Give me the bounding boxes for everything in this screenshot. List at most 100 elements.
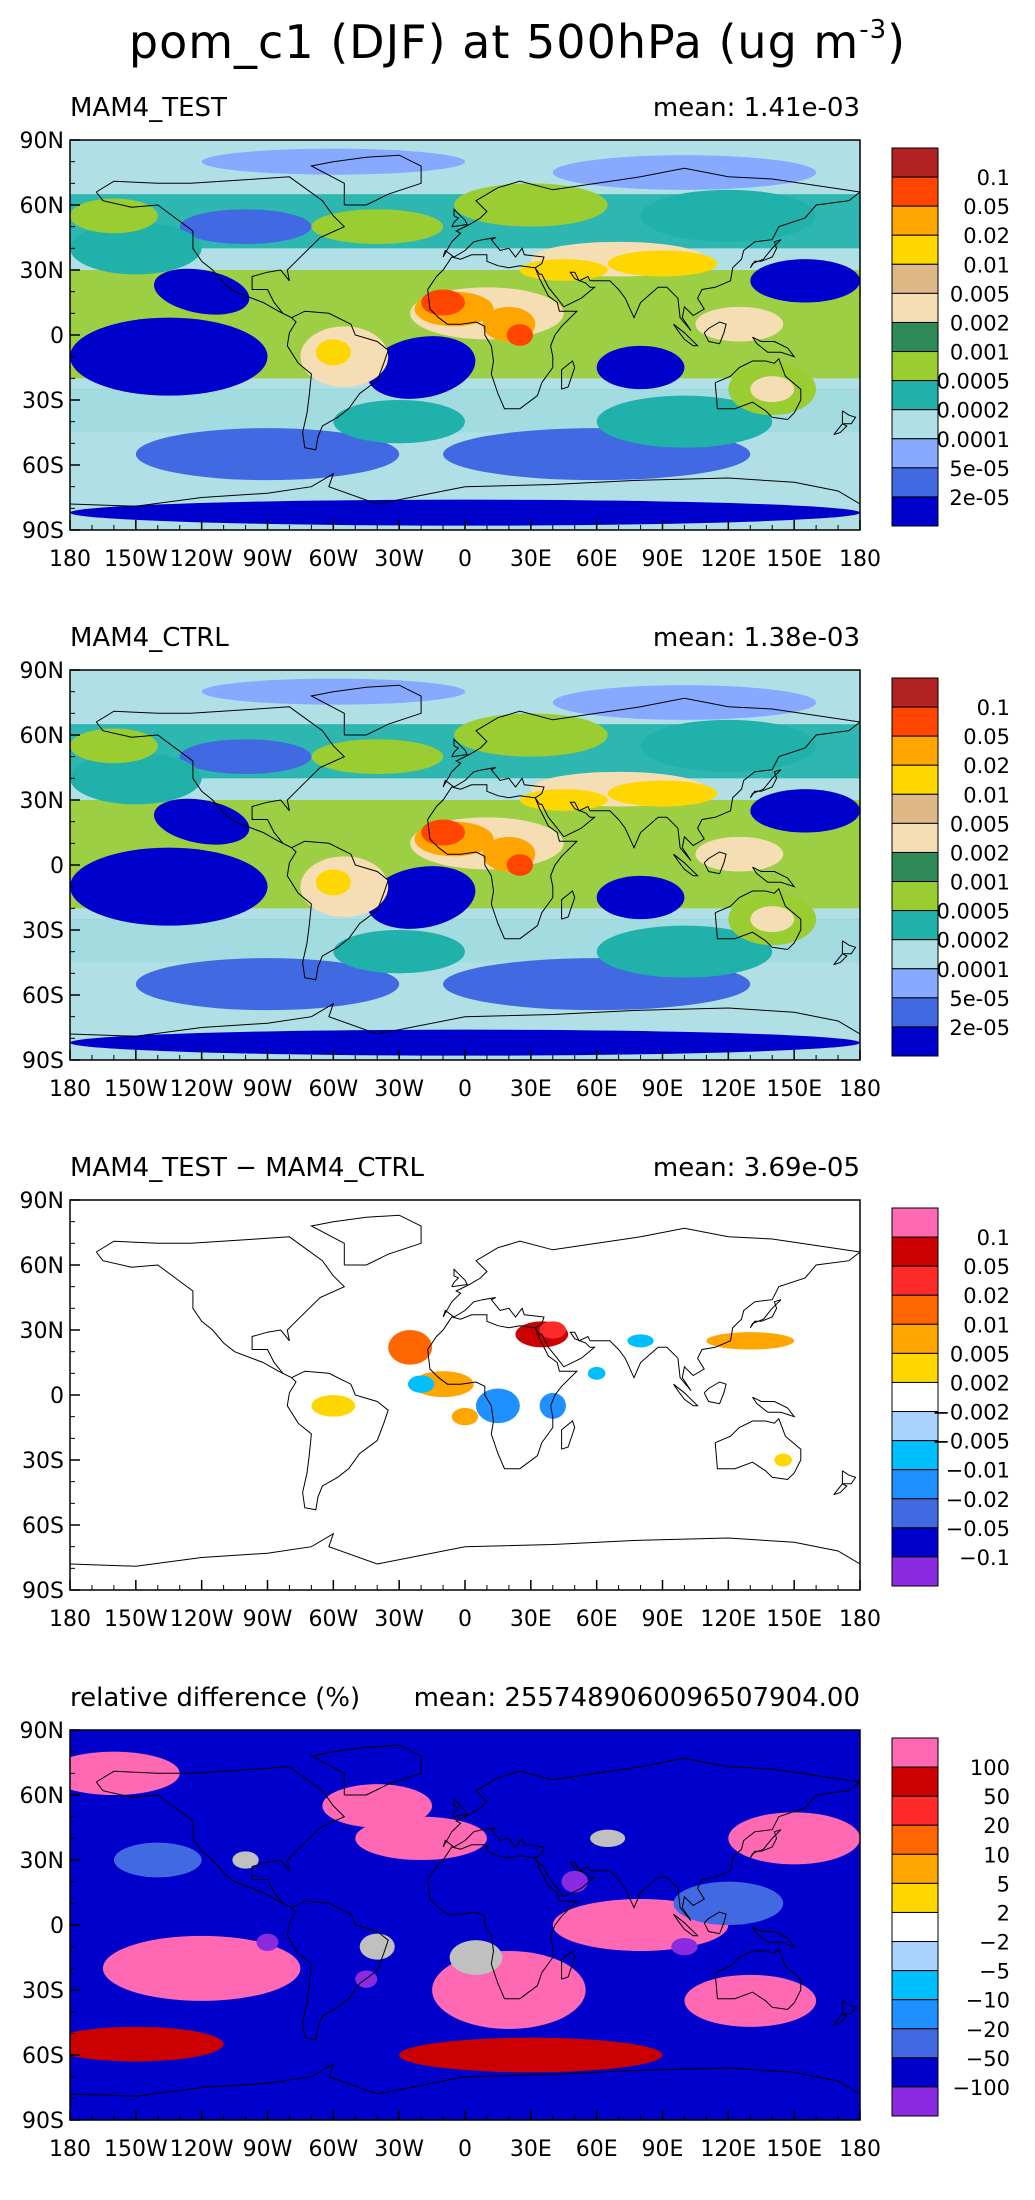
- colorbar-label: −0.05: [946, 1517, 1010, 1541]
- field-region: [607, 780, 718, 807]
- colorbar-label: 0.0002: [937, 929, 1010, 953]
- field-region: [596, 345, 685, 390]
- colorbar-label: −50: [966, 2047, 1010, 2071]
- field-region: [315, 339, 351, 366]
- colorbar-label: −0.02: [946, 1488, 1010, 1512]
- y-tick-label: 30S: [22, 919, 64, 944]
- colorbar-label: 0.01: [963, 253, 1010, 277]
- x-tick-label: 90W: [243, 547, 293, 572]
- x-tick-label: 180: [839, 2137, 881, 2162]
- colorbar-swatch: [891, 997, 939, 1028]
- field-region: [695, 836, 784, 872]
- coastline: [752, 1926, 796, 1948]
- colorbar-label: 0.001: [950, 341, 1010, 365]
- coastline: [714, 1947, 802, 2011]
- map-field: [70, 670, 860, 1060]
- x-tick-label: 30W: [374, 2137, 424, 2162]
- y-tick-label: 60N: [20, 724, 64, 749]
- colorbar-swatch: [891, 263, 939, 294]
- coastline: [703, 851, 727, 875]
- colorbar-swatch: [891, 409, 939, 440]
- map-chart-svg: MAM4_CTRL mean: 1.38e-03 180 150W 120W 90W 60W…: [20, 623, 1010, 1102]
- coastline: [714, 357, 802, 421]
- colorbar-label: 0.001: [950, 871, 1010, 895]
- coastline: [673, 853, 699, 877]
- y-tick-label: 90S: [22, 1049, 64, 1074]
- map-field: [70, 1200, 860, 1590]
- colorbar-label: 0.1: [977, 1226, 1010, 1250]
- y-tick-label: 30N: [20, 1849, 64, 1874]
- colorbar-label: −5: [979, 1960, 1010, 1984]
- field-region: [673, 1881, 784, 1925]
- coastline: [70, 1002, 860, 1037]
- field-region: [552, 1842, 641, 1878]
- field-region: [539, 1392, 566, 1419]
- colorbar-label: 0.0001: [937, 428, 1010, 452]
- panel-ctrl: MAM4_CTRL mean: 1.38e-03 180 150W 120W 90W 60W…: [0, 610, 1035, 1140]
- map-field: [70, 140, 860, 530]
- coastline: [714, 887, 802, 951]
- coastline: [442, 697, 860, 862]
- coastline: [673, 1913, 699, 1937]
- field-region: [750, 906, 795, 933]
- colorbar-label: 0.0001: [937, 958, 1010, 982]
- coastline: [833, 1483, 848, 1496]
- colorbar-swatch: [891, 968, 939, 999]
- colorbar-swatch: [891, 496, 939, 527]
- coastline: [841, 410, 857, 425]
- colorbar-label: 0.02: [963, 224, 1010, 248]
- colorbar-label: 0.002: [950, 1371, 1010, 1395]
- field-region: [399, 2037, 663, 2073]
- y-tick-label: 30N: [20, 259, 64, 284]
- colorbar-label: 0.0005: [937, 370, 1010, 394]
- field-region: [750, 376, 795, 403]
- colorbar-swatch: [891, 321, 939, 353]
- field-region: [552, 155, 817, 190]
- field-region: [102, 1935, 301, 2001]
- x-tick-label: 60E: [576, 1077, 618, 1102]
- field-region: [519, 789, 608, 811]
- field-region: [454, 713, 608, 757]
- y-tick-label: 60S: [22, 1514, 64, 1539]
- x-tick-label: 90W: [243, 2137, 293, 2162]
- missing-data-region: [449, 1940, 503, 1975]
- coastline: [309, 1744, 422, 1796]
- colorbar-swatch: [891, 851, 939, 883]
- field-region: [728, 1812, 860, 1865]
- x-tick-label: 150E: [766, 1607, 822, 1632]
- coastline: [286, 1370, 389, 1511]
- x-tick-label: 120E: [700, 547, 756, 572]
- map-field: [70, 1730, 860, 2120]
- y-tick-label: 30N: [20, 1319, 64, 1344]
- coastline: [70, 472, 860, 507]
- coastline: [752, 1396, 796, 1418]
- colorbar-swatch: [891, 1294, 939, 1325]
- colorbar-label: 0.1: [977, 696, 1010, 720]
- coastline: [442, 1227, 860, 1392]
- field-region: [300, 1938, 367, 1999]
- field-region: [333, 930, 465, 974]
- field-region: [70, 499, 860, 526]
- field-region: [153, 798, 250, 845]
- y-tick-label: 60N: [20, 194, 64, 219]
- colorbar-label: 50: [983, 1785, 1010, 1809]
- coastline: [442, 167, 860, 332]
- y-tick-label: 90S: [22, 2109, 64, 2134]
- colorbar-swatch: [891, 1737, 939, 1768]
- x-tick-label: 180: [49, 547, 91, 572]
- coastline: [841, 1470, 857, 1485]
- coastline: [70, 2062, 860, 2097]
- colorbar-swatch: [891, 205, 939, 236]
- x-tick-label: 60E: [576, 1607, 618, 1632]
- coastline: [833, 2013, 848, 2026]
- colorbar-swatch: [891, 910, 939, 941]
- x-tick-label: 120W: [170, 2137, 234, 2162]
- field-region: [135, 958, 400, 1011]
- field-region: [407, 1375, 435, 1393]
- x-tick-label: 150W: [104, 1607, 168, 1632]
- colorbar-label: 100: [970, 1756, 1010, 1780]
- colorbar-label: −0.01: [946, 1459, 1010, 1483]
- colorbar-label: 0.01: [963, 1313, 1010, 1337]
- x-tick-label: 90W: [243, 1077, 293, 1102]
- coastline: [673, 323, 699, 347]
